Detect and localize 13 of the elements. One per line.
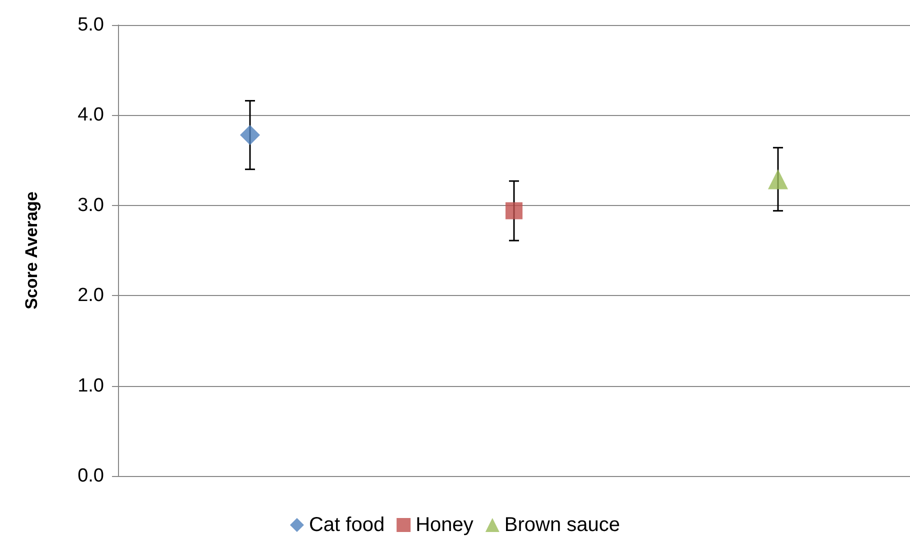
y-axis-title: Score Average	[22, 192, 41, 310]
point	[768, 169, 788, 190]
y-tick-label: 1.0	[78, 375, 104, 396]
legend-label: Brown sauce	[504, 514, 620, 536]
y-tick-label: 2.0	[78, 285, 104, 306]
legend-label: Cat food	[308, 514, 385, 536]
y-tick-label: 0.0	[78, 466, 104, 486]
y-tick-label: 5.0	[78, 14, 104, 36]
y-tick-label: 3.0	[78, 194, 104, 216]
point	[506, 202, 522, 220]
legend-label: Honey	[416, 514, 474, 536]
point	[240, 125, 260, 146]
y-tick-label: 4.0	[78, 104, 104, 126]
